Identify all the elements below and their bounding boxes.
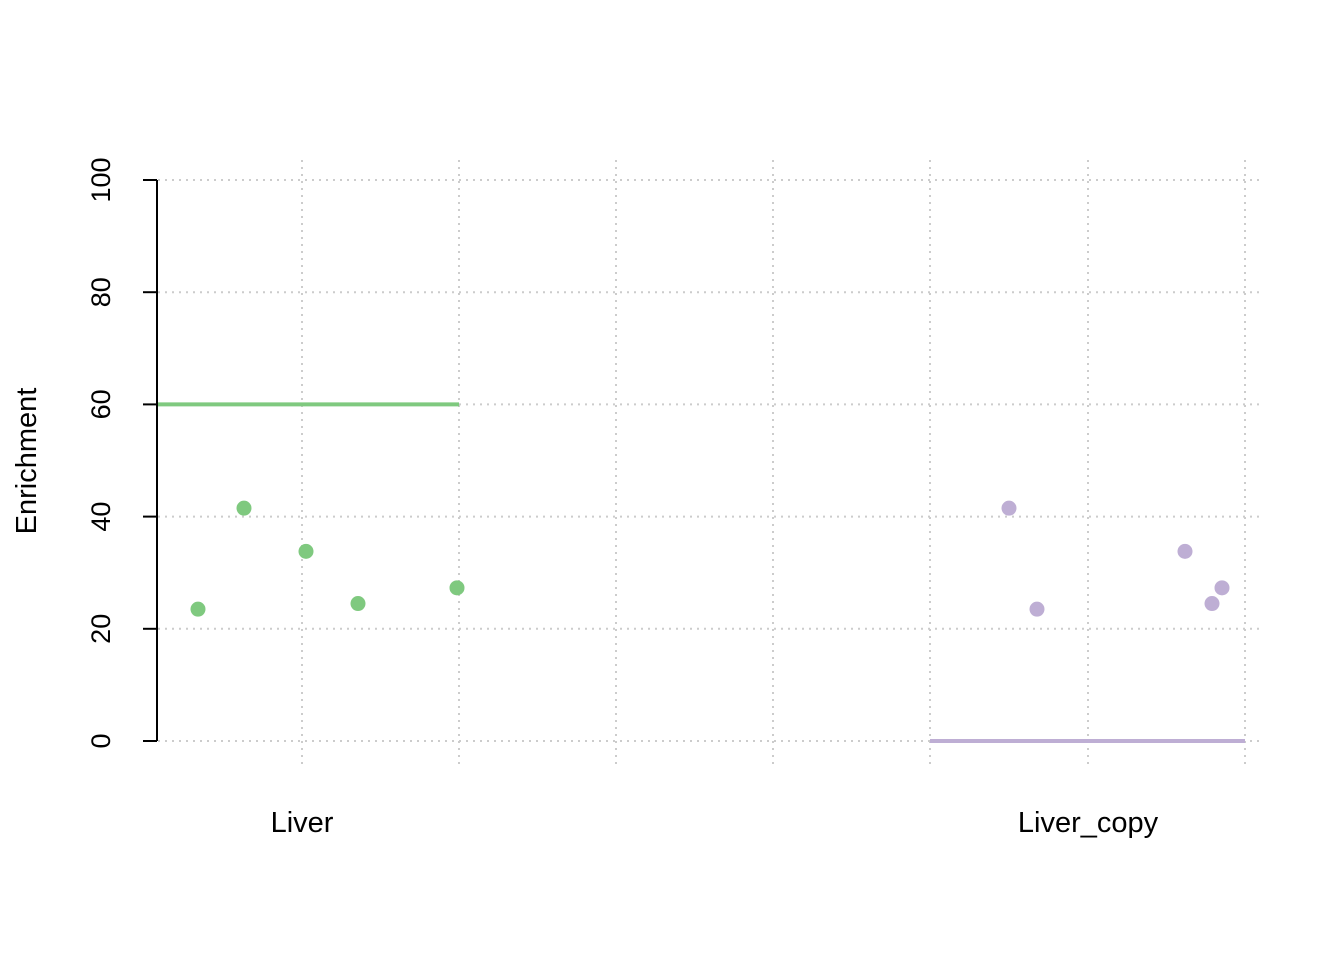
data-point: [1001, 500, 1017, 516]
y-tick-label: 0: [86, 733, 116, 748]
reference-lines: [158, 402, 1245, 743]
group-label: Liver: [271, 807, 334, 839]
data-point: [350, 596, 366, 612]
data-point: [1204, 596, 1220, 612]
y-axis-title: Enrichment: [11, 388, 43, 535]
group-labels: Liver Liver_copy: [271, 807, 1159, 839]
y-tick-label: 60: [86, 389, 116, 419]
y-tick-label: 80: [86, 277, 116, 307]
data-point: [449, 580, 465, 596]
data-point: [1177, 543, 1193, 559]
data-point: [298, 543, 314, 559]
data-point: [190, 601, 206, 617]
y-tick-label: 40: [86, 502, 116, 532]
data-point: [1214, 580, 1230, 596]
grid-lines: [158, 160, 1262, 765]
y-tick-label: 20: [86, 614, 116, 644]
y-tick-label: 100: [86, 157, 116, 202]
group-label: Liver_copy: [1018, 807, 1159, 839]
data-point: [1029, 601, 1045, 617]
data-point: [236, 500, 252, 516]
data-points: [190, 500, 1230, 617]
y-axis: 0 20 40 60 80 100: [86, 157, 158, 749]
